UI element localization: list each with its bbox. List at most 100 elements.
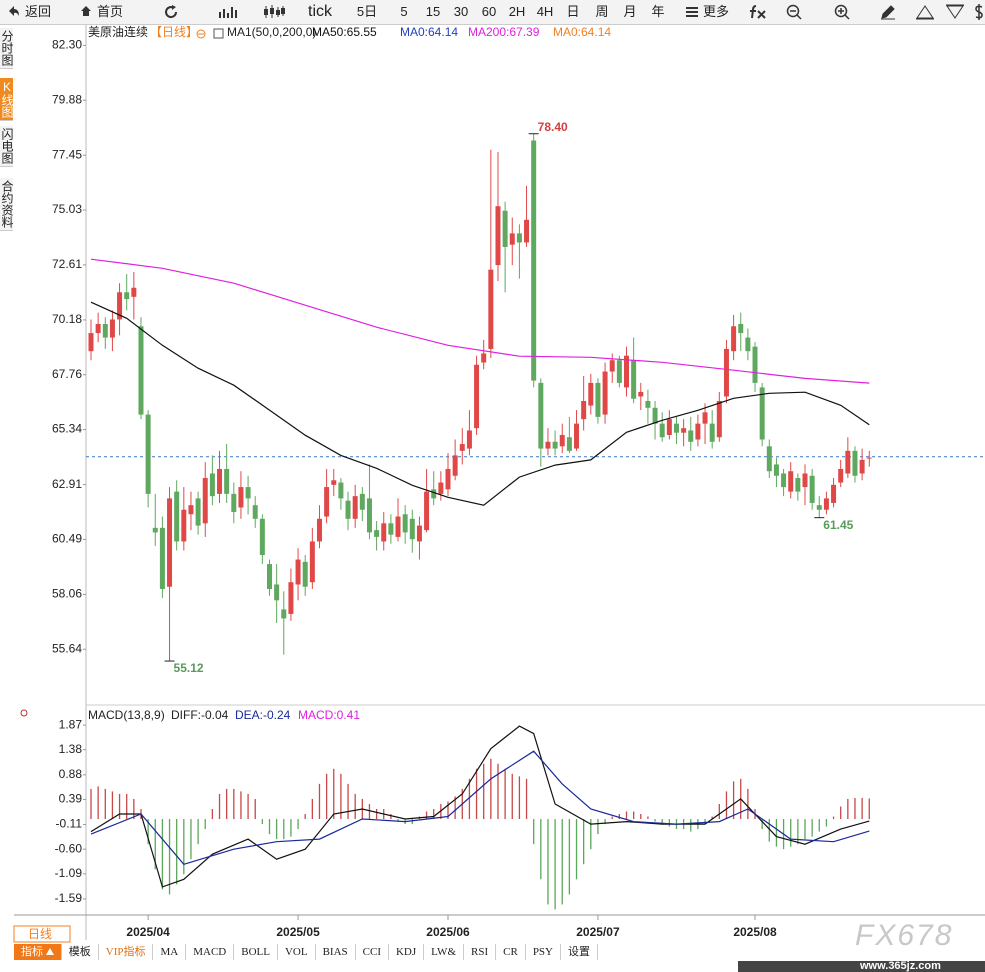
toolbar-item[interactable]: 4H xyxy=(536,4,554,19)
candle-body xyxy=(209,473,215,497)
legend-entry: MA0:64.14 xyxy=(553,25,611,39)
back-icon xyxy=(9,6,19,16)
toolbar-item[interactable]: 5 xyxy=(400,4,408,19)
legend-entry: MA0:64.14 xyxy=(400,25,458,39)
candle-body xyxy=(738,323,744,334)
pen-icon[interactable] xyxy=(880,4,896,20)
candle-body xyxy=(295,559,301,585)
candle-body xyxy=(531,140,537,381)
toolbar-item[interactable]: 首页 xyxy=(96,4,123,19)
toggle-icon[interactable] xyxy=(196,29,206,39)
toolbar-item[interactable]: 2H xyxy=(508,4,526,19)
tab[interactable]: MA xyxy=(153,944,187,960)
toolbar-item[interactable]: 返回 xyxy=(24,4,51,19)
candle-body xyxy=(773,464,779,476)
tab[interactable]: CR xyxy=(496,944,526,960)
candle-body xyxy=(459,444,465,451)
zoom-out-icon[interactable] xyxy=(786,4,802,20)
toolbar-item[interactable]: 5日 xyxy=(356,4,378,19)
candle-body xyxy=(117,292,123,320)
tab[interactable]: CCI xyxy=(356,944,389,960)
toolbar-item[interactable]: tick xyxy=(308,3,332,20)
tri-up-icon[interactable] xyxy=(915,4,935,20)
period: 【日线】 xyxy=(150,25,198,39)
candle-body xyxy=(673,423,679,433)
y-tick-label: -1.09 xyxy=(55,866,83,880)
tab[interactable]: VOL xyxy=(278,944,316,960)
line-series xyxy=(90,301,870,506)
zoom-in-icon[interactable] xyxy=(834,4,850,20)
candle-body xyxy=(388,523,394,535)
period-box[interactable] xyxy=(13,925,71,943)
candle-body xyxy=(395,516,401,537)
tab[interactable]: 模板 xyxy=(62,944,99,960)
y-tick-label: 58.06 xyxy=(52,587,82,601)
side-tab[interactable]: 闪电图 xyxy=(0,126,14,167)
y-tick-label: 75.03 xyxy=(52,202,82,216)
site: www.365jz.com xyxy=(859,960,941,972)
candle-body xyxy=(402,514,408,533)
candle-body xyxy=(381,523,387,542)
settings-icon[interactable] xyxy=(20,709,28,717)
y-tick-label: 65.34 xyxy=(52,422,82,436)
tab[interactable]: MACD xyxy=(186,944,235,960)
tab[interactable]: LW& xyxy=(424,944,464,960)
indicator: MA1(50,0,200,0) xyxy=(227,25,316,39)
candle-body xyxy=(424,491,430,531)
line-series xyxy=(90,750,870,865)
side-tab[interactable]: K线图 xyxy=(0,78,14,121)
candle-body xyxy=(167,498,173,587)
candle-body xyxy=(416,525,422,542)
tab[interactable]: 设置 xyxy=(561,944,598,960)
candle-body xyxy=(316,518,322,542)
refresh-icon[interactable] xyxy=(163,4,179,20)
toolbar-item[interactable]: 15 xyxy=(425,4,441,19)
candle-body xyxy=(795,478,801,492)
period-label: 日线 xyxy=(28,927,52,941)
candle-body xyxy=(267,564,272,590)
toolbar-item[interactable]: 60 xyxy=(481,4,497,19)
candle-body xyxy=(445,468,451,490)
toolbar-item[interactable]: 更多 xyxy=(702,4,729,19)
candle-body xyxy=(595,382,601,417)
toolbar-item[interactable]: 30 xyxy=(453,4,469,19)
candle-body xyxy=(188,505,194,515)
candle-body xyxy=(288,582,294,614)
legend-entry: MA200:67.39 xyxy=(468,25,540,39)
candle-body xyxy=(409,518,415,540)
x-tick-label: 2025/08 xyxy=(733,925,777,939)
toolbar-item[interactable]: 年 xyxy=(651,4,665,19)
tab[interactable]: KDJ xyxy=(389,944,425,960)
candle-body xyxy=(509,233,515,245)
candle-body xyxy=(695,423,701,440)
candle-body xyxy=(259,518,265,556)
candle-body xyxy=(524,219,530,243)
candle-body xyxy=(152,527,158,533)
tab[interactable]: 指标 xyxy=(14,944,62,960)
candle-body xyxy=(159,527,165,590)
candle-body xyxy=(816,505,822,510)
tab[interactable]: BIAS xyxy=(316,944,356,960)
tri-down-icon[interactable] xyxy=(945,4,965,20)
y-tick-label: 1.38 xyxy=(59,742,83,756)
dollar-icon[interactable] xyxy=(974,4,984,20)
candle-body xyxy=(766,446,772,472)
candle-body xyxy=(502,210,508,247)
side-tab[interactable]: 分时图 xyxy=(0,28,14,69)
candle-body xyxy=(181,509,187,542)
tab[interactable]: RSI xyxy=(464,944,497,960)
toolbar-item[interactable]: 周 xyxy=(595,4,609,19)
toolbar-item[interactable]: 日 xyxy=(566,4,580,19)
candle-icon[interactable] xyxy=(263,4,285,20)
tab[interactable]: BOLL xyxy=(234,944,278,960)
fx-icon[interactable] xyxy=(748,4,768,20)
tab[interactable]: VIP指标 xyxy=(99,944,154,960)
bars-icon[interactable] xyxy=(218,4,238,20)
tab-label: 指标 xyxy=(21,946,43,958)
macd-label: MACD:0.41 xyxy=(298,708,360,722)
candle-body xyxy=(709,423,715,442)
candle-body xyxy=(681,428,687,433)
tab[interactable]: PSY xyxy=(526,944,561,960)
side-tab[interactable]: 合约资料 xyxy=(0,178,14,231)
toolbar-item[interactable]: 月 xyxy=(623,4,637,19)
